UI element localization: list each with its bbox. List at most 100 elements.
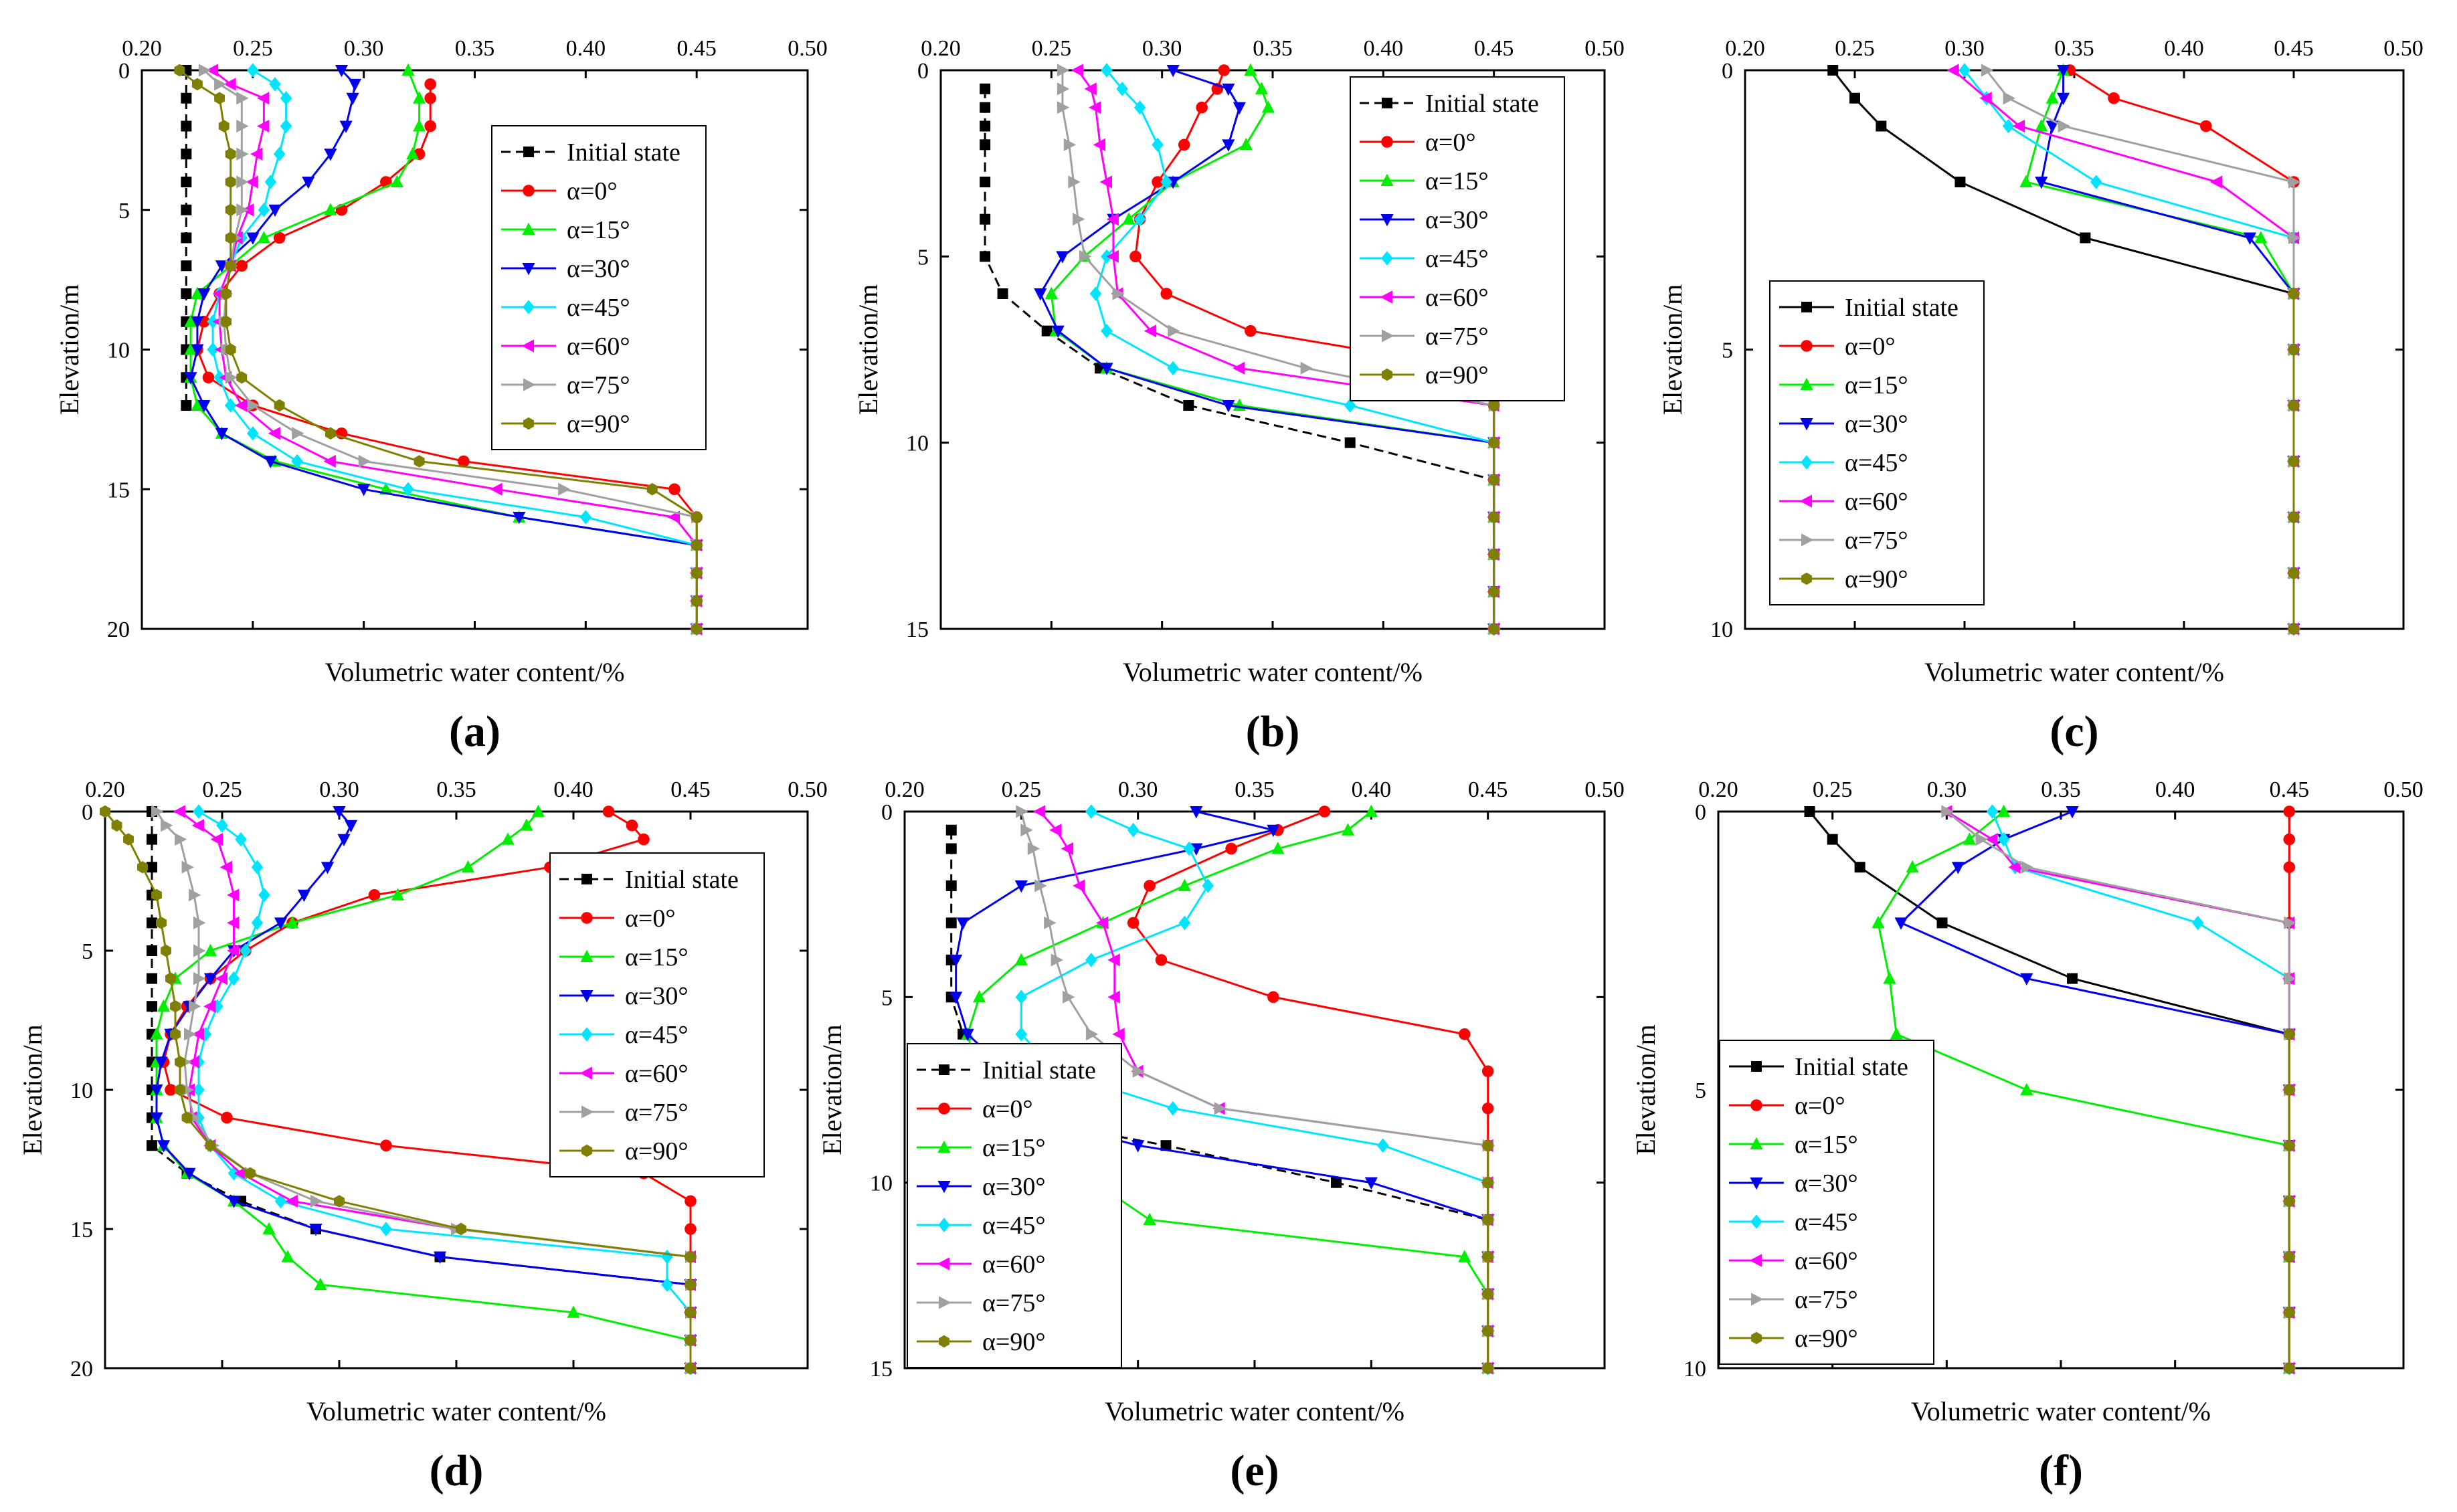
data-point xyxy=(225,175,236,189)
series-line xyxy=(966,810,1489,1368)
data-point xyxy=(225,371,238,384)
data-point xyxy=(2288,455,2299,468)
legend-box xyxy=(1350,76,1565,401)
data-point xyxy=(224,398,237,413)
data-point xyxy=(181,177,192,187)
panel-label: (b) xyxy=(1246,707,1300,756)
data-point xyxy=(250,147,263,161)
data-point xyxy=(202,371,215,384)
data-point xyxy=(1261,100,1275,113)
data-point xyxy=(1107,990,1120,1004)
x-tick-label: 0.35 xyxy=(1235,777,1275,802)
data-point xyxy=(412,119,426,132)
y-axis-title: Elevation/m xyxy=(1631,1024,1661,1155)
data-point xyxy=(1014,953,1028,965)
data-point xyxy=(1168,324,1180,338)
series-layer xyxy=(100,804,698,1376)
data-point xyxy=(685,1279,696,1291)
y-tick-label: 15 xyxy=(107,478,130,502)
legend-marker xyxy=(939,1335,949,1348)
legend-label: α=15° xyxy=(625,943,689,971)
data-point xyxy=(1014,880,1028,893)
data-point xyxy=(2284,916,2296,929)
data-point xyxy=(1997,804,2011,817)
data-point xyxy=(247,399,260,412)
data-point xyxy=(193,804,205,819)
data-point xyxy=(227,1196,241,1208)
legend-marker xyxy=(1801,455,1813,470)
data-point xyxy=(1804,806,1815,817)
data-point xyxy=(691,567,703,579)
legend-label: α=60° xyxy=(982,1250,1046,1279)
legend-label: α=15° xyxy=(567,216,630,244)
data-point xyxy=(236,92,249,105)
x-tick-label: 0.35 xyxy=(455,36,495,61)
data-point xyxy=(286,916,299,929)
x-axis-title: Volumetric water content/% xyxy=(1924,657,2224,687)
data-point xyxy=(314,1277,327,1291)
legend-label: α=30° xyxy=(1425,206,1489,234)
legend-label: α=15° xyxy=(1795,1131,1858,1159)
data-point xyxy=(691,595,703,607)
data-point xyxy=(685,1223,697,1235)
data-point xyxy=(191,819,204,832)
data-point xyxy=(1376,1138,1389,1153)
data-point xyxy=(216,818,228,833)
data-point xyxy=(1144,324,1157,338)
data-point xyxy=(685,1334,696,1347)
y-tick-label: 5 xyxy=(1722,339,1733,363)
chart-panel: 0.20 0.25 0.30 0.35 0.40 0.45 0.50 0 5 10 15 Volume… xyxy=(817,777,1625,1495)
data-point xyxy=(2080,232,2091,244)
data-point xyxy=(1178,138,1190,151)
data-point xyxy=(1106,250,1119,263)
data-point xyxy=(2288,343,2299,356)
data-point xyxy=(1951,862,1965,874)
data-point xyxy=(165,1084,177,1096)
data-point xyxy=(2283,833,2296,846)
data-point xyxy=(257,231,271,244)
legend-label: α=90° xyxy=(567,410,630,438)
data-point xyxy=(2045,91,2059,104)
data-point xyxy=(150,1027,163,1040)
data-point xyxy=(236,175,249,189)
data-point xyxy=(264,175,277,189)
data-point xyxy=(1849,92,1860,104)
data-point xyxy=(2288,622,2299,636)
data-point xyxy=(961,1028,974,1042)
data-point xyxy=(1178,878,1191,891)
data-point xyxy=(661,1277,673,1292)
legend-label: α=15° xyxy=(1425,167,1489,195)
data-point xyxy=(280,118,292,134)
y-tick-label: 5 xyxy=(82,939,93,964)
data-point xyxy=(1056,251,1069,264)
data-point xyxy=(189,1000,201,1013)
data-point xyxy=(1085,804,1097,819)
legend-marker xyxy=(1380,173,1394,186)
data-point xyxy=(1133,211,1146,227)
data-point xyxy=(1271,842,1285,854)
data-point xyxy=(264,456,277,468)
data-point xyxy=(1034,288,1047,301)
x-tick-label: 0.25 xyxy=(202,777,242,802)
legend-marker xyxy=(938,1218,950,1232)
data-point xyxy=(1986,804,1999,819)
data-point xyxy=(2020,1082,2033,1095)
data-point xyxy=(1071,64,1084,77)
data-point xyxy=(424,78,436,90)
x-tick-label: 0.20 xyxy=(85,777,125,802)
panel-label: (c) xyxy=(2050,707,2098,756)
data-point xyxy=(193,916,206,929)
data-point xyxy=(1344,437,1356,448)
data-point xyxy=(1155,954,1168,966)
data-point xyxy=(151,805,164,818)
data-point xyxy=(2035,177,2048,189)
legend-label: Initial state xyxy=(982,1056,1096,1084)
data-point xyxy=(207,342,219,357)
data-point xyxy=(184,314,197,327)
data-point xyxy=(1133,100,1146,115)
legend-label: α=60° xyxy=(1425,284,1489,312)
chart-panel: 0.20 0.25 0.30 0.35 0.40 0.45 0.50 0 5 10 Volumetr… xyxy=(1631,777,2424,1495)
x-axis-title: Volumetric water content/% xyxy=(1123,657,1423,687)
data-point xyxy=(2090,175,2102,189)
